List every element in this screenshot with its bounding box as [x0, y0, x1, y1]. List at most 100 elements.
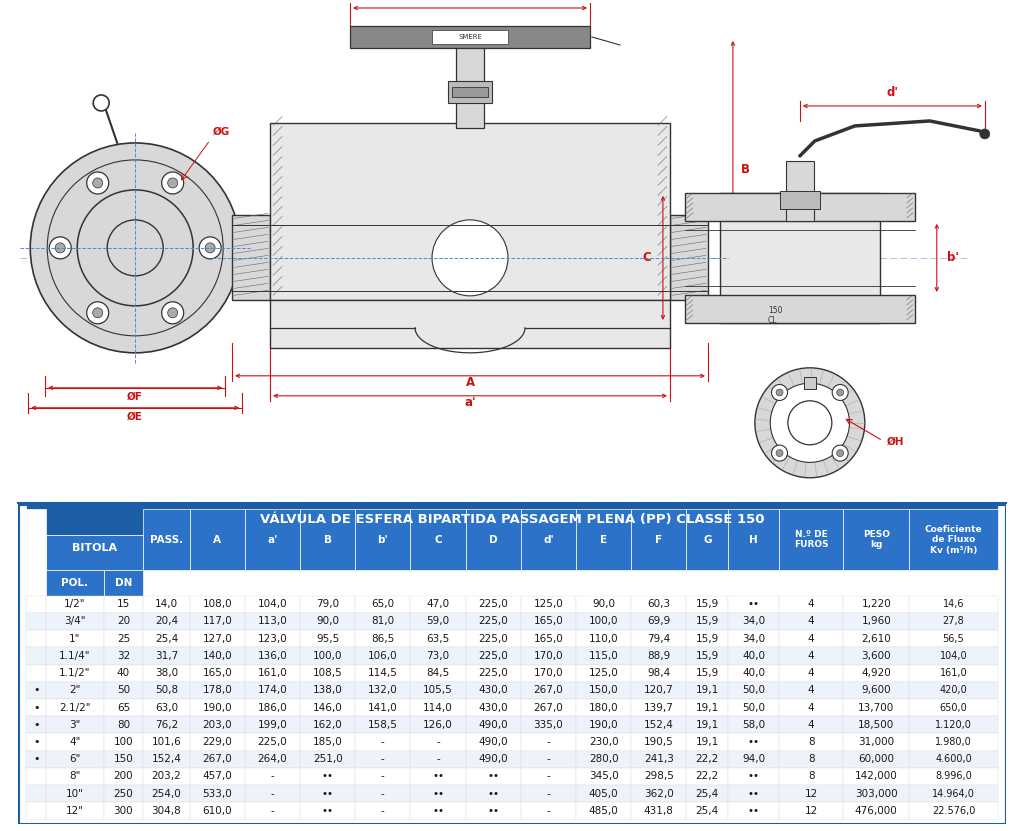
Text: 125,0: 125,0 [589, 668, 618, 678]
Text: ••: •• [748, 771, 760, 781]
Text: 32: 32 [117, 651, 130, 661]
Text: -: - [270, 771, 274, 781]
Bar [779, 716, 843, 734]
Bar [631, 630, 686, 647]
Text: 88,9: 88,9 [647, 651, 671, 661]
Text: 123,0: 123,0 [258, 634, 288, 644]
Text: 303,000: 303,000 [855, 789, 898, 799]
Text: 3": 3" [70, 720, 81, 730]
Text: 4: 4 [808, 702, 814, 712]
Text: 267,0: 267,0 [534, 702, 563, 712]
Circle shape [837, 389, 844, 396]
Bar [103, 570, 143, 596]
Circle shape [199, 237, 221, 259]
Text: 165,0: 165,0 [534, 634, 563, 644]
Bar [411, 802, 466, 819]
Bar [521, 630, 577, 647]
Bar [27, 768, 46, 785]
Text: 203,2: 203,2 [152, 771, 181, 781]
Text: 2": 2" [70, 686, 81, 696]
Text: 14,0: 14,0 [155, 599, 178, 609]
Bar [686, 768, 728, 785]
Bar [350, 26, 590, 48]
Text: 98,4: 98,4 [647, 668, 671, 678]
Text: ••: •• [748, 737, 760, 747]
Text: ØH: ØH [887, 437, 904, 447]
Text: 430,0: 430,0 [478, 686, 508, 696]
Bar [270, 123, 670, 300]
Bar [143, 596, 189, 612]
Text: 250: 250 [114, 789, 133, 799]
Text: 101,6: 101,6 [152, 737, 181, 747]
Text: Coeficiente
de Fluxo
Kv (m³/h): Coeficiente de Fluxo Kv (m³/h) [925, 524, 982, 554]
Bar [909, 596, 997, 612]
Text: 20: 20 [117, 617, 130, 627]
Bar [300, 630, 355, 647]
Bar [103, 665, 143, 681]
Bar [189, 716, 245, 734]
Text: 79,0: 79,0 [316, 599, 339, 609]
Text: 114,5: 114,5 [368, 668, 397, 678]
Text: 2,610: 2,610 [861, 634, 891, 644]
Bar [631, 647, 686, 665]
Bar [27, 734, 46, 750]
Bar [46, 681, 103, 699]
Bar [686, 612, 728, 630]
Bar [355, 630, 411, 647]
Text: 100: 100 [114, 737, 133, 747]
Text: 4: 4 [808, 634, 814, 644]
Bar [411, 647, 466, 665]
Text: SMERE: SMERE [458, 34, 482, 40]
Text: 38,0: 38,0 [155, 668, 178, 678]
Text: 165,0: 165,0 [203, 668, 232, 678]
Text: 117,0: 117,0 [203, 617, 232, 627]
Bar [843, 681, 909, 699]
Bar [143, 768, 189, 785]
Bar [843, 785, 909, 802]
Text: 362,0: 362,0 [644, 789, 674, 799]
Text: N.º DE
FUROS: N.º DE FUROS [794, 530, 828, 549]
Text: 185,0: 185,0 [312, 737, 343, 747]
Bar [143, 734, 189, 750]
Bar [143, 699, 189, 716]
Text: C: C [642, 251, 651, 264]
Circle shape [771, 445, 787, 461]
Text: 457,0: 457,0 [203, 771, 232, 781]
Text: 3,600: 3,600 [861, 651, 891, 661]
Text: 170,0: 170,0 [534, 651, 563, 661]
Bar [521, 665, 577, 681]
Bar [46, 802, 103, 819]
Text: 65,0: 65,0 [372, 599, 394, 609]
Bar [466, 699, 521, 716]
Text: 225,0: 225,0 [478, 599, 508, 609]
Text: 254,0: 254,0 [152, 789, 181, 799]
Bar [577, 681, 631, 699]
Bar [577, 734, 631, 750]
Text: •: • [33, 720, 40, 730]
Bar [909, 734, 997, 750]
Text: •: • [33, 686, 40, 696]
Text: 25,4: 25,4 [695, 806, 719, 816]
Bar [411, 612, 466, 630]
Text: 431,8: 431,8 [644, 806, 674, 816]
Text: BITOLA: BITOLA [73, 543, 118, 553]
Bar [577, 665, 631, 681]
Bar [521, 509, 577, 570]
Bar [355, 734, 411, 750]
Text: •: • [33, 737, 40, 747]
Text: 490,0: 490,0 [478, 720, 508, 730]
Bar [103, 785, 143, 802]
Text: 139,7: 139,7 [644, 702, 674, 712]
Bar [300, 750, 355, 768]
Bar [300, 802, 355, 819]
Text: 178,0: 178,0 [203, 686, 232, 696]
Text: 2.1/2": 2.1/2" [59, 702, 91, 712]
Text: 25: 25 [117, 634, 130, 644]
Text: 203,0: 203,0 [203, 720, 232, 730]
Bar [355, 612, 411, 630]
Bar [189, 681, 245, 699]
Text: •: • [33, 755, 40, 765]
Text: 114,0: 114,0 [423, 702, 453, 712]
Bar [843, 802, 909, 819]
Bar [779, 665, 843, 681]
